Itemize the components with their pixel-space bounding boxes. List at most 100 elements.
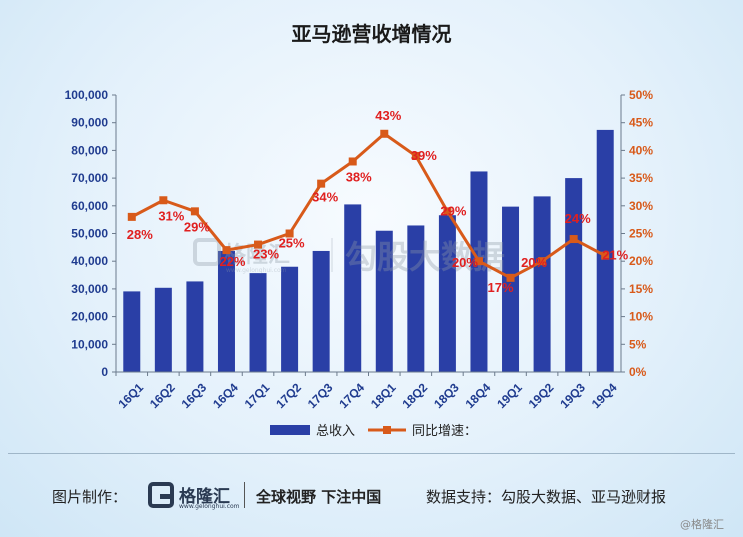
left-tick-label: 90,000 (71, 116, 108, 130)
x-tick-label: 17Q3 (305, 380, 336, 411)
watermark-logo-icon (193, 238, 221, 266)
growth-label-18Q1: 43% (375, 108, 401, 123)
right-tick-label: 10% (629, 310, 653, 324)
growth-line-path (131, 132, 606, 280)
bar-16Q1 (123, 291, 141, 372)
x-tick-label: 18Q2 (400, 380, 431, 411)
right-tick-label: 50% (629, 88, 653, 102)
x-tick-label: 18Q1 (368, 380, 399, 411)
chart-legend: 总收入 同比增速： (270, 424, 477, 439)
x-tick-label: 17Q2 (273, 380, 304, 411)
right-tick-label: 20% (629, 254, 653, 268)
growth-label-17Q1: 23% (253, 247, 279, 262)
left-tick-label: 0 (101, 365, 108, 379)
bar-19Q4 (596, 129, 614, 372)
growth-marker-19Q4 (601, 251, 610, 260)
right-tick-label: 0% (629, 365, 647, 379)
x-tick-label: 17Q4 (336, 380, 367, 411)
growth-marker-16Q3 (190, 207, 199, 216)
growth-marker-17Q4 (348, 157, 357, 166)
growth-marker-19Q3 (569, 235, 578, 244)
amazon-revenue-chart: 0 10,000 20,000 30,000 40,000 50,000 60,000 70,… (65, 88, 654, 439)
growth-label-18Q2: 39% (411, 148, 437, 163)
growth-label-16Q3: 29% (184, 219, 210, 234)
growth-marker-19Q1 (506, 273, 515, 282)
right-tick-label: 40% (629, 143, 653, 157)
x-tick-label: 17Q1 (242, 380, 273, 411)
growth-marker-16Q4 (222, 246, 231, 255)
growth-label-19Q2: 20% (521, 255, 547, 270)
legend-line-marker (383, 426, 391, 434)
right-tick-label: 5% (629, 337, 647, 351)
bar-19Q2 (533, 196, 551, 372)
x-tick-label: 16Q2 (147, 380, 178, 411)
bar-18Q1 (375, 230, 393, 372)
gelonghui-logo: 格隆汇 www.gelonghui.com (148, 478, 240, 512)
left-tick-label: 40,000 (71, 254, 108, 268)
right-tick-label: 45% (629, 116, 653, 130)
left-tick-label: 80,000 (71, 143, 108, 157)
left-tick-label: 50,000 (71, 227, 108, 241)
legend-bar-swatch (270, 425, 310, 435)
x-tick-label: 19Q4 (589, 380, 620, 411)
left-tick-label: 10,000 (71, 337, 108, 351)
bar-16Q4 (217, 250, 235, 372)
growth-label-19Q1: 17% (488, 280, 514, 295)
growth-marker-17Q3 (317, 179, 326, 188)
growth-label-17Q2: 25% (279, 236, 305, 251)
growth-marker-18Q2 (411, 151, 420, 160)
slogan: 全球视野 下注中国 (256, 488, 382, 506)
x-tick-label: 18Q4 (463, 380, 494, 411)
bar-16Q3 (186, 281, 204, 372)
growth-marker-17Q2 (285, 229, 294, 238)
bar-18Q2 (407, 225, 425, 372)
bar-18Q4 (470, 171, 488, 372)
left-tick-label: 70,000 (71, 171, 108, 185)
legend-bar-label: 总收入 (316, 424, 355, 439)
right-tick-label: 35% (629, 171, 653, 185)
growth-marker-18Q4 (474, 257, 483, 266)
bar-17Q3 (312, 250, 330, 372)
growth-line (127, 129, 610, 282)
footer: 图片制作： 格隆汇 www.gelonghui.com 全球视野 下注中国 数据… (0, 470, 743, 531)
watermark-text: 勾股大数据 (345, 238, 505, 276)
footer-divider (8, 453, 735, 454)
growth-label-16Q1: 28% (127, 227, 153, 242)
right-tick-label: 25% (629, 227, 653, 241)
logo-name: 格隆汇 (179, 487, 230, 507)
x-tick-label: 19Q3 (557, 380, 588, 411)
made-by-label: 图片制作： (52, 488, 128, 506)
right-tick-label: 15% (629, 282, 653, 296)
growth-label-16Q2: 31% (158, 208, 184, 223)
growth-label-19Q3: 24% (565, 211, 591, 226)
x-tick-label: 18Q3 (431, 380, 462, 411)
left-tick-label: 30,000 (71, 282, 108, 296)
corner-handle: @格隆汇 (680, 518, 724, 531)
growth-marker-18Q1 (380, 129, 389, 138)
growth-marker-17Q1 (254, 240, 263, 249)
revenue-bars (123, 129, 614, 372)
growth-label-18Q4: 20% (452, 255, 478, 270)
growth-marker-19Q2 (538, 257, 547, 266)
x-tick-label: 16Q3 (179, 380, 210, 411)
data-labels: 28%31%29%22%23%25%34%38%43%39%29%20%17%2… (127, 108, 629, 295)
left-tick-label: 60,000 (71, 199, 108, 213)
left-tick-label: 100,000 (65, 88, 109, 102)
data-source: 数据支持：勾股大数据、亚马逊财报 (426, 488, 667, 506)
x-tick-label: 16Q1 (115, 380, 146, 411)
right-tick-label: 30% (629, 199, 653, 213)
growth-label-17Q3: 34% (312, 190, 338, 205)
bar-16Q2 (154, 287, 172, 372)
growth-marker-18Q3 (443, 207, 452, 216)
legend-line-label: 同比增速： (412, 424, 477, 439)
growth-label-16Q4: 22% (219, 254, 245, 269)
bar-17Q2 (281, 266, 299, 372)
x-tick-label: 16Q4 (210, 380, 241, 411)
growth-label-17Q4: 38% (346, 169, 372, 184)
bar-19Q3 (565, 178, 583, 372)
x-tick-label: 19Q1 (494, 380, 525, 411)
bar-18Q3 (438, 215, 456, 372)
gelonghui-logo-icon (148, 482, 174, 508)
bar-19Q1 (502, 206, 520, 372)
